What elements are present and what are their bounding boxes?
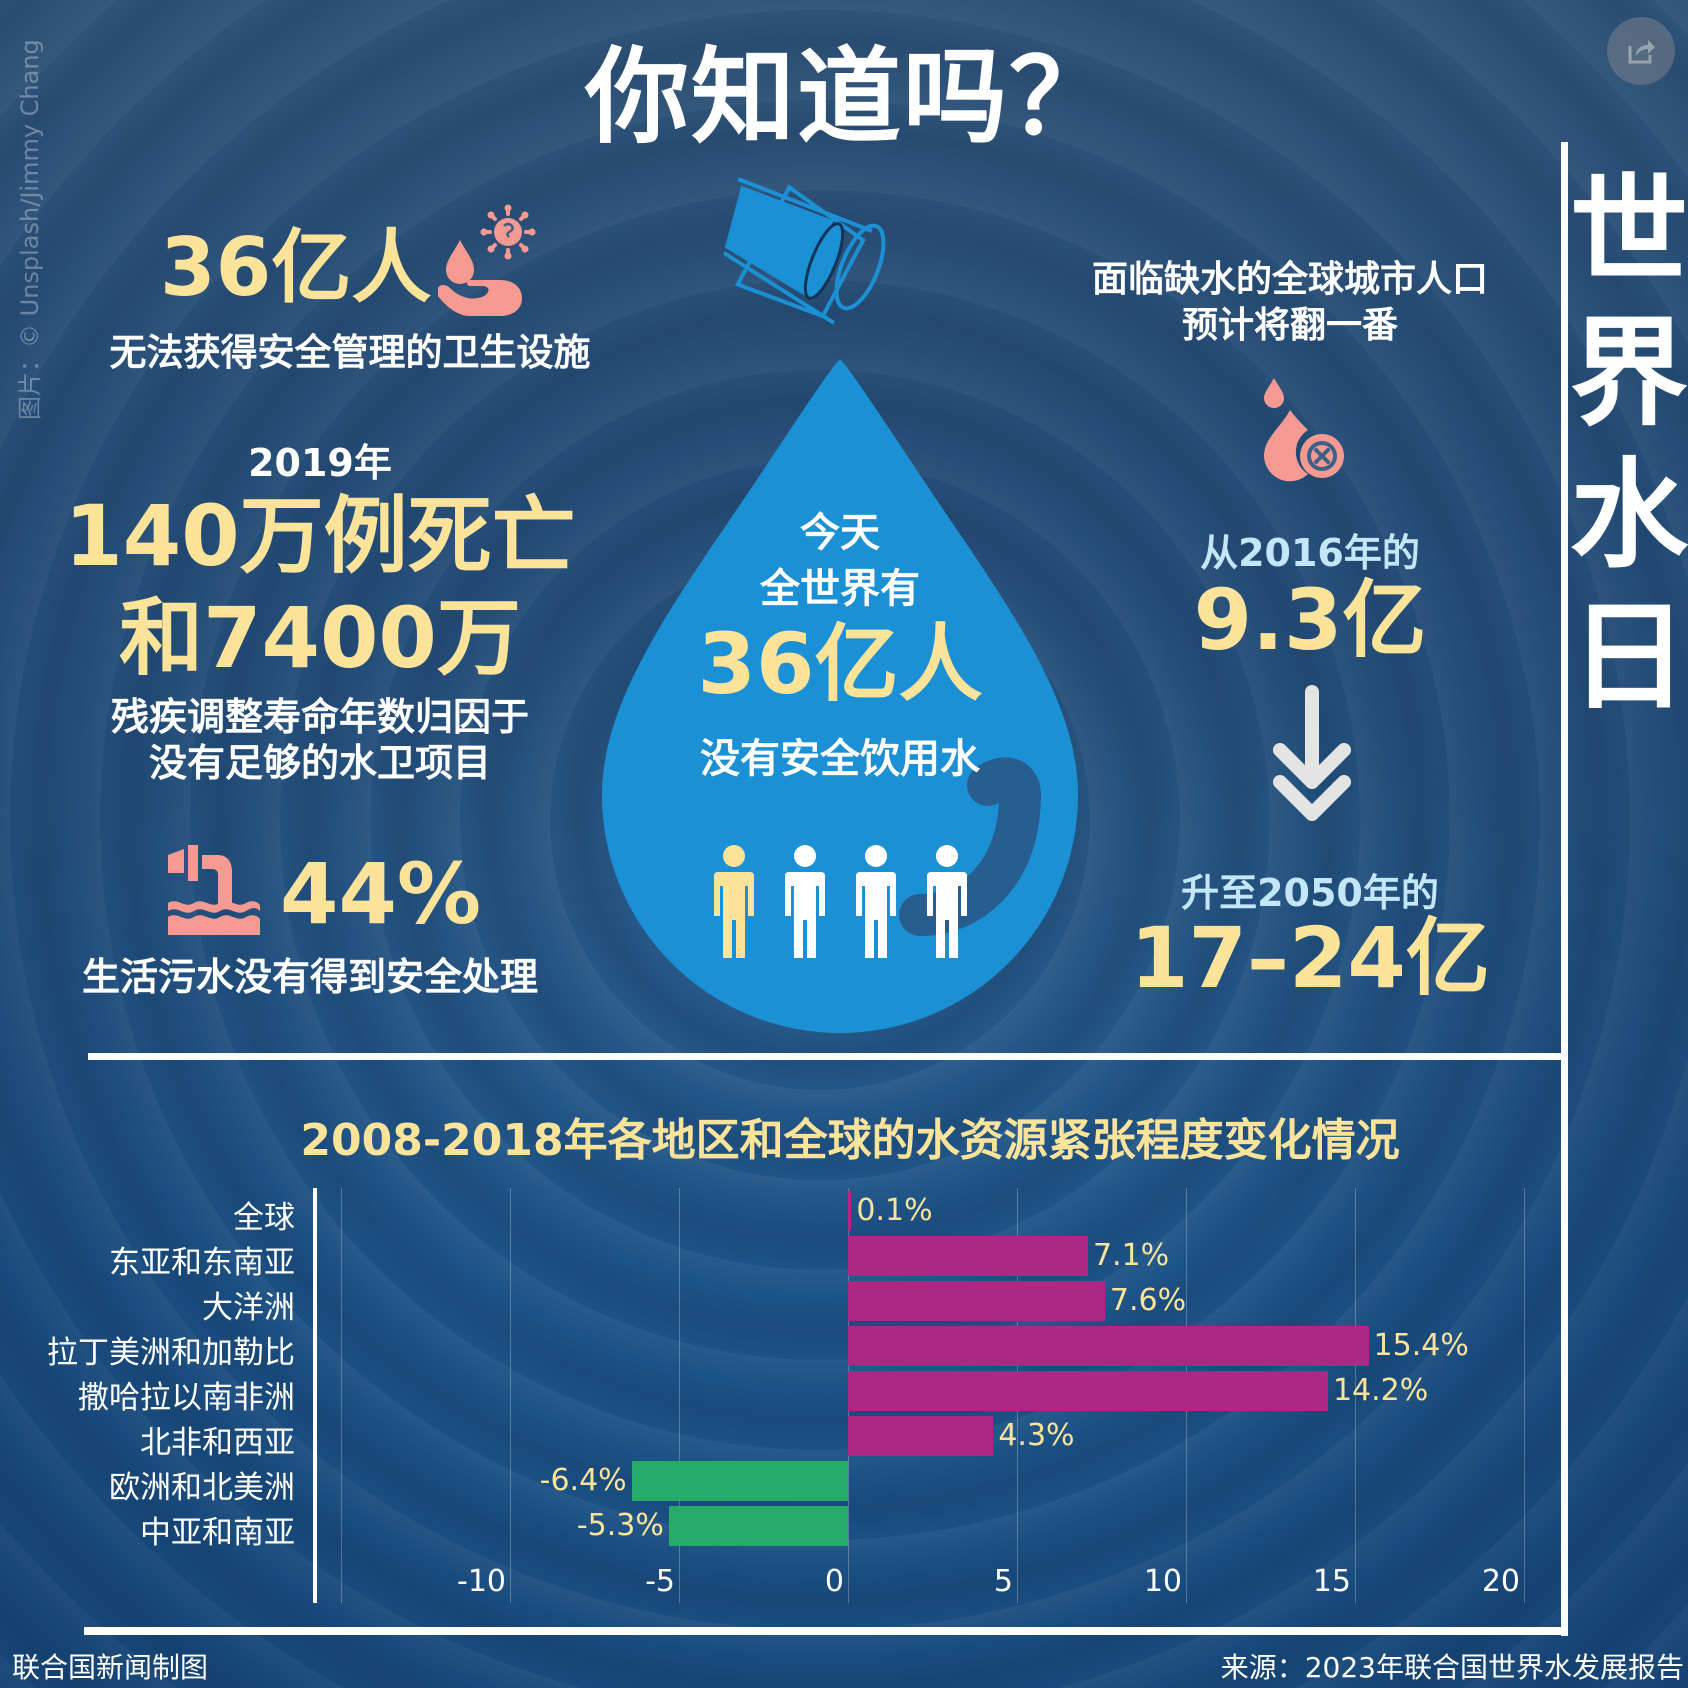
x-tick-label: -5	[645, 1564, 675, 1599]
deaths-value-line1: 140万例死亡	[64, 487, 576, 585]
side-title-char: 日	[1570, 588, 1688, 726]
deaths-label-line1: 残疾调整寿命年数归因于	[110, 695, 529, 739]
deaths-value-line2: 和7400万	[119, 589, 521, 687]
deaths-label-line2: 没有足够的水卫项目	[148, 741, 491, 785]
drop-value: 36亿人	[697, 615, 983, 713]
bar	[848, 1326, 1369, 1366]
bar-value-label: 4.3%	[998, 1418, 1075, 1453]
gridline	[510, 1188, 511, 1603]
bar-value-label: -6.4%	[539, 1463, 627, 1498]
gridline	[341, 1188, 342, 1603]
bar-value-label: 14.2%	[1332, 1373, 1429, 1408]
side-title-char: 界	[1570, 304, 1688, 442]
category-label: 中亚和南亚	[140, 1515, 295, 1551]
from-label: 从2016年的	[1200, 531, 1420, 575]
to-value: 17–24亿	[1130, 909, 1490, 1007]
divider-vertical	[1561, 142, 1568, 1636]
bar-value-label: -5.3%	[576, 1508, 664, 1543]
share-button[interactable]	[1607, 17, 1675, 85]
gridline	[679, 1188, 680, 1603]
sewage-pipe-icon	[168, 845, 260, 935]
bar	[668, 1506, 848, 1546]
bar	[848, 1371, 1328, 1411]
category-label: 全球	[233, 1200, 295, 1236]
category-label: 东亚和东南亚	[109, 1245, 295, 1281]
drop-line2: 全世界有	[760, 566, 920, 612]
x-tick-label: -10	[457, 1564, 506, 1599]
sanitation-label: 无法获得安全管理的卫生设施	[109, 331, 591, 374]
bar-value-label: 7.1%	[1092, 1238, 1170, 1273]
bar-value-label: 7.6%	[1109, 1283, 1187, 1318]
category-label: 大洋洲	[202, 1290, 295, 1326]
bar-value-label: 0.1%	[856, 1193, 933, 1228]
footer-source: 来源：2023年联合国世界水发展报告	[1220, 1651, 1684, 1684]
bar	[848, 1236, 1088, 1276]
tipped-glass-icon	[722, 177, 886, 325]
bar-value-label: 15.4%	[1373, 1328, 1469, 1363]
side-title: 世 界 水 日	[1570, 160, 1688, 728]
bar	[848, 1416, 994, 1456]
to-label: 升至2050年的	[1181, 871, 1439, 915]
page-title: 你知道吗？	[584, 36, 1115, 158]
footer-credit: 联合国新闻制图	[12, 1651, 209, 1684]
from-value: 9.3亿	[1193, 571, 1427, 669]
x-tick-label: 5	[993, 1564, 1013, 1599]
water-drop-cancel-icon	[1264, 378, 1344, 482]
side-title-char: 水	[1570, 446, 1688, 584]
urban-intro-line1: 面临缺水的全球城市人口	[1091, 259, 1488, 300]
wastewater-label: 生活污水没有得到安全处理	[81, 955, 538, 999]
double-arrow-down-icon	[1273, 685, 1351, 821]
divider-horizontal	[88, 1053, 1564, 1060]
drop-label: 没有安全饮用水	[700, 736, 980, 782]
y-axis-line	[313, 1188, 317, 1603]
category-label: 撒哈拉以南非洲	[78, 1380, 295, 1416]
bar	[848, 1191, 852, 1231]
drop-line1: 今天	[800, 510, 880, 556]
divider-bottom	[84, 1627, 1568, 1635]
x-tick-label: 15	[1312, 1564, 1351, 1599]
bar	[848, 1281, 1105, 1321]
wastewater-value: 44%	[280, 845, 482, 943]
deaths-year: 2019年	[248, 441, 392, 485]
chart-title: 2008-2018年各地区和全球的水资源紧张程度变化情况	[300, 1115, 1400, 1166]
gridline	[1355, 1188, 1356, 1603]
x-tick-label: 20	[1481, 1564, 1520, 1599]
hand-water-virus-icon	[438, 204, 536, 316]
side-title-char: 世	[1570, 162, 1688, 300]
category-label: 拉丁美洲和加勒比	[47, 1335, 295, 1371]
gridline	[1524, 1188, 1525, 1603]
category-label: 欧洲和北美洲	[109, 1470, 295, 1506]
urban-intro-line2: 预计将翻一番	[1181, 305, 1398, 346]
x-tick-label: 10	[1143, 1564, 1182, 1599]
x-tick-label: 0	[824, 1564, 844, 1599]
sanitation-value: 36亿人	[160, 221, 432, 314]
share-icon	[1628, 40, 1655, 64]
bar	[631, 1461, 848, 1501]
category-label: 北非和西亚	[140, 1425, 295, 1461]
